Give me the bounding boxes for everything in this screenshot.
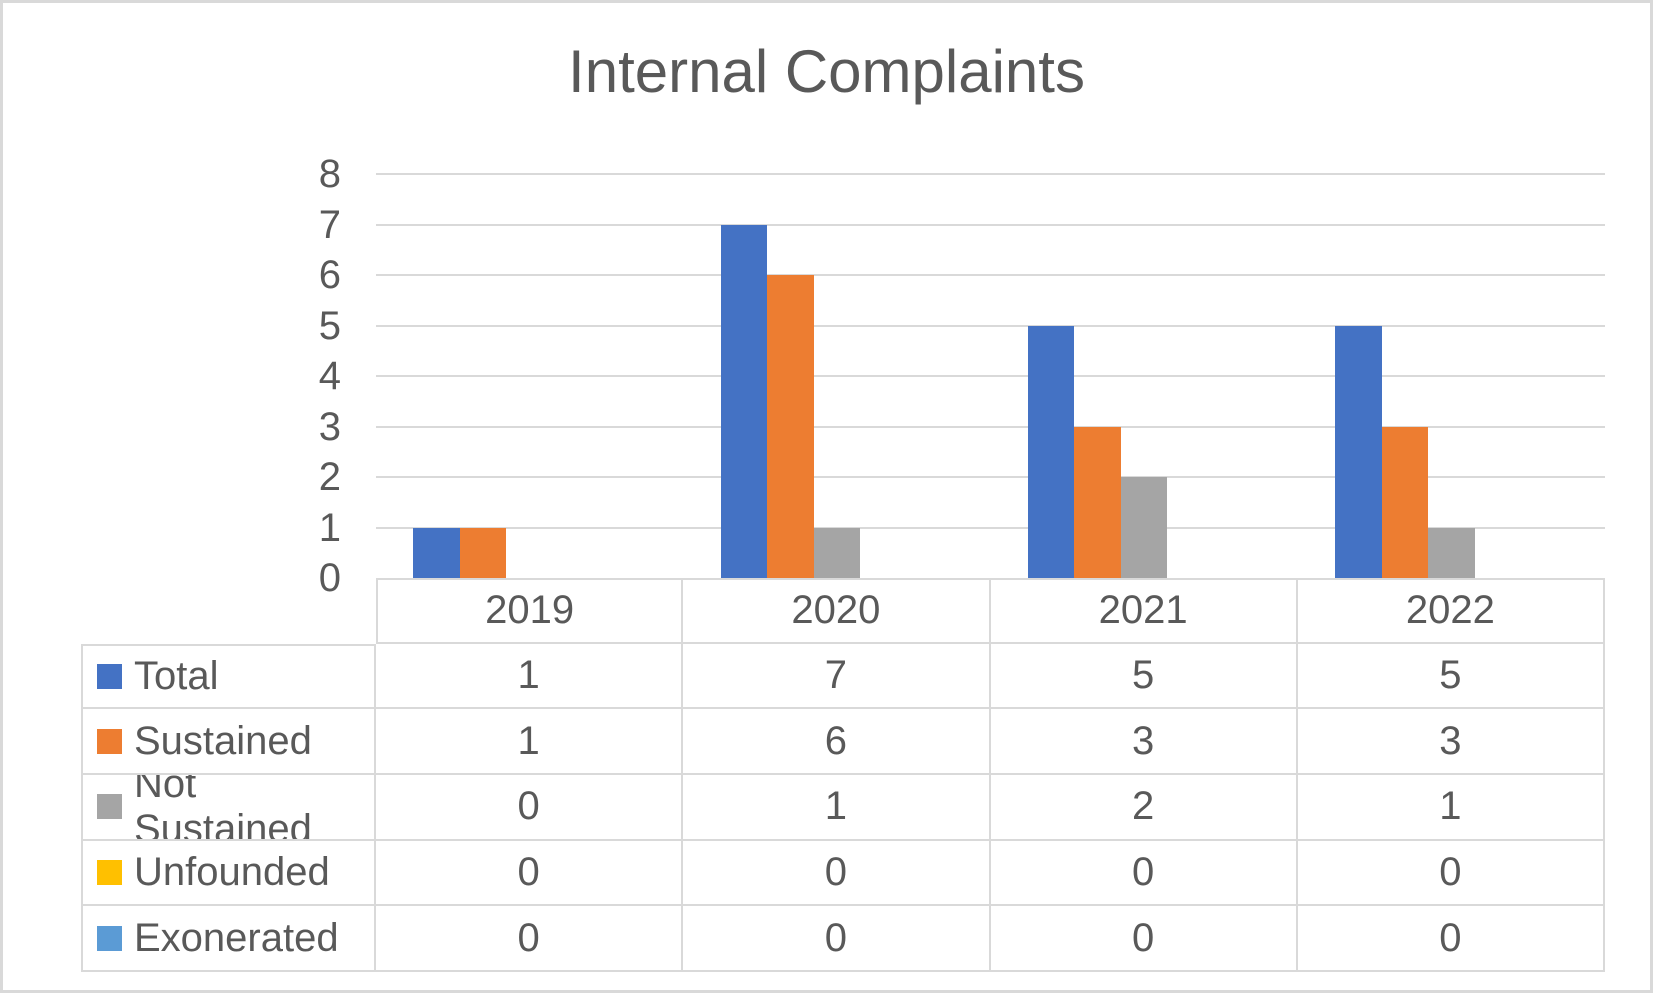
legend-label: Unfounded (134, 849, 330, 894)
y-tick-label: 7 (318, 202, 341, 247)
legend-item-total: Total (81, 643, 376, 710)
y-tick-label: 3 (318, 404, 341, 449)
legend-label: Total (134, 653, 219, 698)
table-value-not-sustained-2020: 1 (683, 774, 991, 841)
y-tick-label: 1 (318, 505, 341, 550)
legend-label: Sustained (134, 718, 312, 763)
bar-sustained-2022 (1381, 426, 1429, 578)
y-tick-label: 0 (318, 556, 341, 600)
year-header-2019: 2019 (376, 578, 684, 644)
plot-area (376, 173, 1605, 578)
year-header-2022: 2022 (1297, 578, 1605, 644)
bar-total-2022 (1335, 325, 1382, 578)
table-value-sustained-2020: 6 (683, 709, 991, 775)
y-tick-label: 5 (318, 303, 341, 348)
table-value-not-sustained-2022: 1 (1297, 774, 1605, 841)
table-value-total-2021: 5 (990, 643, 1298, 710)
table-value-sustained-2022: 3 (1297, 709, 1605, 775)
gridline (376, 173, 1605, 175)
gridline (376, 476, 1605, 478)
data-table: 2019 2020 2021 2022 Total 1 7 5 5 Sustai… (81, 578, 1605, 972)
bar-sustained-2020 (767, 275, 814, 578)
table-value-not-sustained-2021: 2 (990, 774, 1298, 841)
table-value-total-2020: 7 (683, 643, 991, 710)
table-corner-blank (81, 578, 376, 644)
legend-item-unfounded: Unfounded (81, 840, 376, 907)
legend-label: Exonerated (134, 915, 339, 960)
legend-item-not-sustained: Not Sustained (81, 774, 376, 841)
bar-not-sustained-2022 (1428, 527, 1475, 578)
bar-sustained-2021 (1074, 426, 1121, 578)
y-tick-label: 8 (318, 152, 341, 196)
table-value-exonerated-2020: 0 (683, 906, 991, 972)
gridline (376, 324, 1605, 327)
gridline (376, 375, 1605, 377)
year-header-2020: 2020 (683, 578, 991, 644)
table-value-not-sustained-2019: 0 (376, 774, 684, 841)
bar-total-2020 (720, 224, 768, 578)
y-tick-label: 2 (318, 455, 341, 499)
bar-sustained-2019 (459, 527, 507, 578)
gridline (376, 526, 1605, 529)
table-value-total-2022: 5 (1297, 643, 1605, 710)
legend-item-exonerated: Exonerated (81, 906, 376, 972)
chart-title: Internal Complaints (568, 38, 1085, 105)
y-tick-label: 4 (318, 354, 341, 398)
table-value-unfounded-2020: 0 (683, 840, 991, 907)
bar-total-2021 (1027, 325, 1075, 578)
series-color-swatch-exonerated (97, 925, 122, 951)
legend-item-sustained: Sustained (81, 709, 376, 775)
table-value-unfounded-2019: 0 (376, 840, 684, 907)
series-color-swatch-total (97, 663, 122, 689)
y-tick-label: 6 (318, 253, 341, 297)
bar-not-sustained-2021 (1120, 477, 1168, 578)
series-color-swatch-sustained (97, 728, 122, 754)
legend-label: Not Sustained (134, 774, 312, 841)
table-value-exonerated-2019: 0 (376, 906, 684, 972)
table-value-total-2019: 1 (376, 643, 684, 710)
gridline (376, 274, 1605, 276)
bar-not-sustained-2020 (813, 527, 861, 578)
gridline (376, 425, 1605, 428)
bar-total-2019 (413, 527, 460, 578)
year-header-2021: 2021 (990, 578, 1298, 644)
series-color-swatch-not-sustained (97, 794, 122, 820)
table-value-exonerated-2021: 0 (990, 906, 1298, 972)
series-color-swatch-unfounded (97, 859, 122, 885)
table-value-unfounded-2021: 0 (990, 840, 1298, 907)
table-value-exonerated-2022: 0 (1297, 906, 1605, 972)
table-value-unfounded-2022: 0 (1297, 840, 1605, 907)
table-value-sustained-2021: 3 (990, 709, 1298, 775)
gridline (376, 223, 1605, 226)
table-value-sustained-2019: 1 (376, 709, 684, 775)
